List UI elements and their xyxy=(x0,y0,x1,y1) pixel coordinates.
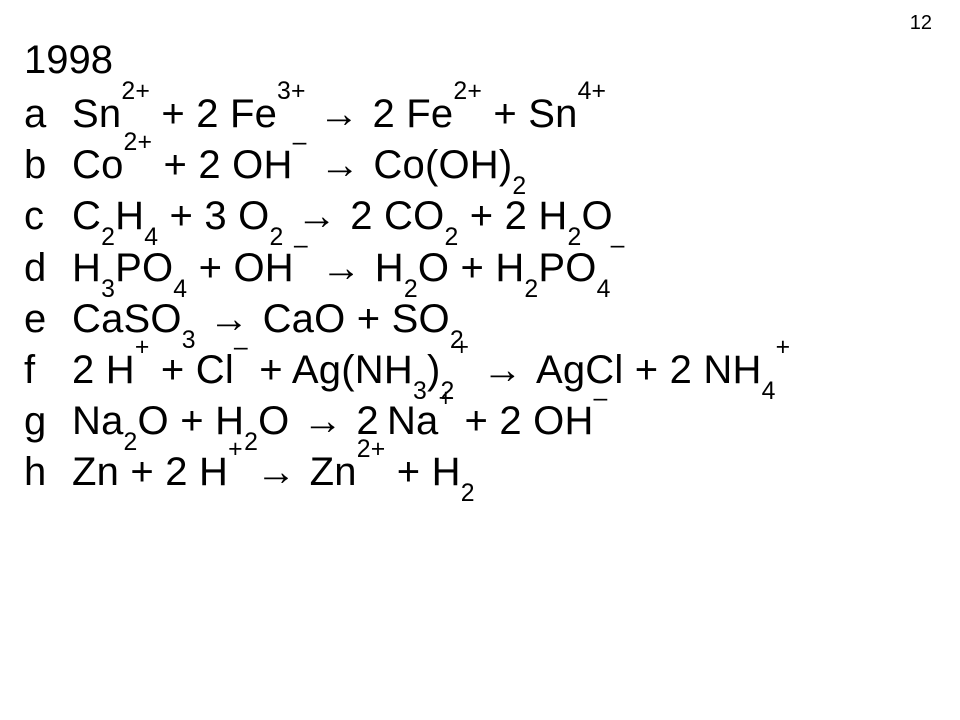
equation-label: h xyxy=(24,447,72,498)
slide-page: 12 1998 aSn2+ + 2 Fe3+ → 2 Fe2+ + Sn4+bC… xyxy=(0,0,960,720)
plus-operator: + xyxy=(150,348,196,392)
arrow-icon: → xyxy=(308,246,375,290)
species: H2PO4– xyxy=(495,246,624,290)
species: SO2 xyxy=(392,297,464,341)
equation-label: f xyxy=(24,345,72,396)
species: 2 CO2 xyxy=(350,194,458,238)
species: H2O xyxy=(215,399,289,443)
equation-line: cC2H4 + 3 O2 → 2 CO2 + 2 H2O xyxy=(24,191,936,242)
species: OH– xyxy=(233,246,307,290)
equation-line: dH3PO4 + OH– → H2O + H2PO4– xyxy=(24,243,936,294)
arrow-icon: → xyxy=(196,297,263,341)
equation-label: e xyxy=(24,294,72,345)
page-number: 12 xyxy=(910,12,932,35)
equation-line: hZn + 2 H+ → Zn2+ + H2 xyxy=(24,447,936,498)
species: Zn xyxy=(72,450,119,494)
species: CaO xyxy=(263,297,346,341)
species: Na2O xyxy=(72,399,169,443)
species: AgCl xyxy=(536,348,624,392)
arrow-icon: → xyxy=(243,450,310,494)
plus-operator: + xyxy=(187,246,233,290)
equation-label: b xyxy=(24,140,72,191)
species: C2H4 xyxy=(72,194,158,238)
equation-label: d xyxy=(24,243,72,294)
species: Co(OH)2 xyxy=(373,143,526,187)
arrow-icon: → xyxy=(469,348,536,392)
species: H2 xyxy=(432,450,475,494)
equation-line: f2 H+ + Cl– + Ag(NH3)2+ → AgCl + 2 NH4+ xyxy=(24,345,936,396)
equation-label: a xyxy=(24,89,72,140)
plus-operator: + xyxy=(385,450,431,494)
plus-operator: + xyxy=(248,348,292,392)
species: H3PO4 xyxy=(72,246,187,290)
equation-line: gNa2O + H2O → 2 Na+ + 2 OH– xyxy=(24,396,936,447)
species: 2 H+ xyxy=(72,348,150,392)
species: Cl– xyxy=(196,348,248,392)
plus-operator: + xyxy=(345,297,391,341)
plus-operator: + xyxy=(458,194,504,238)
plus-operator: + xyxy=(623,348,669,392)
species: 2 Fe2+ xyxy=(373,92,483,136)
equation-line: eCaSO3 → CaO + SO2 xyxy=(24,294,936,345)
species: 2 NH4+ xyxy=(670,348,791,392)
equation-label: c xyxy=(24,191,72,242)
plus-operator: + xyxy=(453,399,499,443)
arrow-icon: → xyxy=(289,399,356,443)
species: 2 H+ xyxy=(165,450,243,494)
plus-operator: + xyxy=(449,246,495,290)
species: 2 OH– xyxy=(499,399,607,443)
page-title: 1998 xyxy=(24,38,936,83)
plus-operator: + xyxy=(158,194,204,238)
species: 3 O2 xyxy=(204,194,283,238)
species: H2O xyxy=(375,246,449,290)
plus-operator: + xyxy=(119,450,165,494)
equation-line: aSn2+ + 2 Fe3+ → 2 Fe2+ + Sn4+ xyxy=(24,89,936,140)
species: Zn2+ xyxy=(310,450,386,494)
plus-operator: + xyxy=(482,92,528,136)
plus-operator: + xyxy=(152,143,198,187)
species: 2 H2O xyxy=(505,194,613,238)
equation-line: bCo2+ + 2 OH– → Co(OH)2 xyxy=(24,140,936,191)
equation-label: g xyxy=(24,396,72,447)
equation-list: aSn2+ + 2 Fe3+ → 2 Fe2+ + Sn4+bCo2+ + 2 … xyxy=(24,89,936,499)
arrow-icon: → xyxy=(307,143,374,187)
arrow-icon: → xyxy=(306,92,373,136)
plus-operator: + xyxy=(169,399,215,443)
species: Co2+ xyxy=(72,143,152,187)
species: 2 Fe3+ xyxy=(196,92,306,136)
species: CaSO3 xyxy=(72,297,196,341)
species: 2 OH– xyxy=(198,143,306,187)
species: Sn4+ xyxy=(528,92,606,136)
plus-operator: + xyxy=(150,92,196,136)
